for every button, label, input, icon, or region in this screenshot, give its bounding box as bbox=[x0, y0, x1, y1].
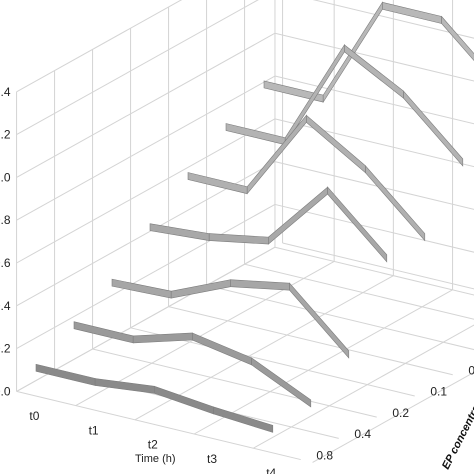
y-tick-label: 1.0 bbox=[0, 170, 11, 184]
y-tick-label: 0.4 bbox=[0, 299, 11, 313]
series-ribbon-segment bbox=[327, 186, 388, 263]
x-tick-label: t2 bbox=[148, 438, 158, 452]
grid-line bbox=[275, 0, 474, 16]
grid-line bbox=[16, 32, 276, 178]
x-tick-label: t1 bbox=[89, 423, 99, 437]
y-tick-label: 0.6 bbox=[0, 256, 11, 270]
series-ribbon-segment bbox=[149, 223, 210, 241]
series-ribbon-segment bbox=[187, 172, 248, 195]
series-ribbon-segment bbox=[306, 114, 366, 174]
depth-tick-label: 0.4 bbox=[354, 427, 371, 441]
grid-line bbox=[274, 246, 474, 296]
x-tick-label: t3 bbox=[207, 452, 217, 466]
depth-axis-ticks: 0.80.40.20.10.050 (Control)Untreated bbox=[316, 364, 474, 463]
grid-line bbox=[274, 203, 474, 253]
grid-line bbox=[16, 204, 276, 350]
series-ribbon-segment bbox=[94, 378, 155, 394]
series-ribbon-segment bbox=[441, 15, 474, 62]
grid-line bbox=[274, 32, 474, 82]
grid-line bbox=[16, 390, 301, 461]
grid-line bbox=[274, 161, 474, 210]
grid-line bbox=[92, 348, 377, 418]
depth-tick-label: 0.2 bbox=[392, 406, 409, 420]
series-ribbon-segment bbox=[154, 385, 214, 415]
series-ribbon-segment bbox=[208, 233, 269, 245]
series-ribbon-segment bbox=[289, 282, 350, 359]
series-ribbon-segment bbox=[251, 357, 312, 408]
grid-line bbox=[168, 306, 453, 376]
grid-line bbox=[206, 284, 474, 351]
series-ribbon-segment bbox=[365, 165, 426, 242]
series-ribbon-segment bbox=[35, 363, 96, 386]
series-ribbon-segment bbox=[268, 186, 328, 245]
series-ribbon-segment bbox=[246, 114, 307, 195]
x-axis-title: Time (h) bbox=[135, 453, 176, 465]
x-tick-label: t0 bbox=[29, 409, 39, 423]
series-ribbon-segment bbox=[230, 279, 290, 291]
series-group bbox=[35, 1, 474, 433]
grid-line bbox=[282, 242, 474, 290]
grid-line bbox=[193, 289, 453, 435]
grid-line bbox=[312, 0, 474, 39]
grid-line bbox=[16, 118, 276, 264]
series-ribbon-segment bbox=[192, 332, 252, 366]
grid-line bbox=[16, 75, 276, 221]
series-ribbon-segment bbox=[132, 332, 193, 344]
grid-line bbox=[16, 246, 276, 392]
grid bbox=[16, 0, 474, 463]
grid-line bbox=[16, 0, 259, 136]
x-axis-ticks: t0 t1 t2 t3 t4 bbox=[29, 409, 276, 474]
depth-tick-label: 0.1 bbox=[430, 385, 447, 399]
x-tick-label: t4 bbox=[266, 466, 276, 474]
depth-tick-label: 0.05 bbox=[468, 364, 474, 378]
y-tick-label: 1.2 bbox=[0, 128, 11, 142]
y-tick-label: 1.4 bbox=[0, 85, 11, 99]
series-ribbon-segment bbox=[344, 44, 404, 99]
grid-line bbox=[16, 0, 183, 93]
series-ribbon-segment bbox=[73, 321, 134, 344]
y-axis-ticks: 0.0 0.2 0.4 0.6 0.8 1.0 1.2 1.4 bbox=[0, 85, 11, 399]
series-ribbon-segment bbox=[382, 1, 442, 24]
series-ribbon-segment bbox=[213, 406, 274, 433]
series-ribbon-segment bbox=[111, 278, 172, 299]
series-ribbon-segment bbox=[403, 90, 464, 167]
grid-line bbox=[244, 263, 474, 320]
y-tick-label: 0.2 bbox=[0, 342, 11, 356]
y-tick-label: 0.8 bbox=[0, 213, 11, 227]
y-tick-label: 0.0 bbox=[0, 384, 11, 398]
grid-line bbox=[253, 324, 474, 449]
grid-line bbox=[312, 371, 474, 463]
depth-tick-label: 0.8 bbox=[316, 448, 333, 462]
